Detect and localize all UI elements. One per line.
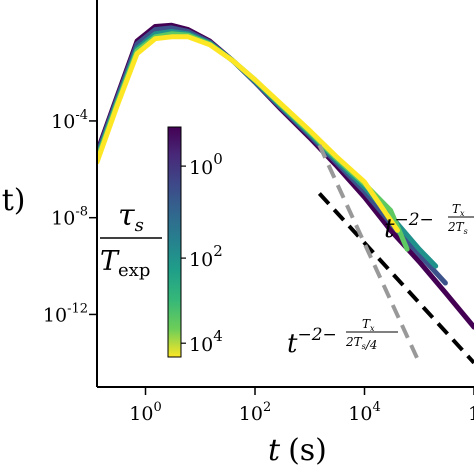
x-ticks: 100 102 104 1 xyxy=(129,387,474,425)
colorbar-gradient xyxy=(168,127,181,357)
svg-text:2Ts/4: 2Ts/4 xyxy=(345,335,377,352)
colorbar-ticks: 100 102 104 xyxy=(181,150,223,356)
series-line-0 xyxy=(97,22,474,330)
svg-text:Tx: Tx xyxy=(452,202,465,218)
y-axis-label: (t) xyxy=(0,183,25,218)
svg-text:t−2−: t−2− xyxy=(287,325,337,359)
colorbar-tick-label-1: 102 xyxy=(189,242,223,271)
colorbar: 100 102 104 τs Texp xyxy=(100,126,223,358)
series-layer xyxy=(97,22,474,330)
x-tick-label-0: 100 xyxy=(129,400,161,425)
x-tick-label-2: 104 xyxy=(348,400,380,425)
fit-layer xyxy=(317,144,474,365)
colorbar-frame xyxy=(167,126,182,358)
x-tick-label-1: 102 xyxy=(239,400,271,425)
fit-line-1 xyxy=(317,144,422,364)
series-line-1 xyxy=(97,25,448,286)
fit-label-gray: t−2− Tx 2Ts/4 xyxy=(287,317,398,359)
colorbar-label-denominator: Texp xyxy=(100,246,150,281)
svg-text:t−2−: t−2− xyxy=(384,210,434,244)
y-tick-label-2: 10-12 xyxy=(43,301,88,326)
colorbar-tick-label-0: 100 xyxy=(189,150,223,179)
y-tick-label-1: 10-8 xyxy=(51,205,88,230)
svg-text:2Ts: 2Ts xyxy=(447,220,468,236)
fit-line-0 xyxy=(317,192,474,365)
svg-text:Tx: Tx xyxy=(362,317,375,333)
colorbar-tick-label-2: 104 xyxy=(189,327,223,356)
colorbar-label-numerator: τs xyxy=(118,198,144,236)
x-tick-label-3: 1 xyxy=(468,403,474,425)
x-axis-label: t (s) xyxy=(268,433,327,468)
y-ticks: 10-4 10-8 10-12 xyxy=(43,108,97,326)
plot-frame xyxy=(96,0,474,388)
y-tick-label-0: 10-4 xyxy=(51,108,88,133)
series-line-4 xyxy=(97,34,400,233)
fit-label-black: t−2− Tx 2Ts xyxy=(384,202,474,244)
